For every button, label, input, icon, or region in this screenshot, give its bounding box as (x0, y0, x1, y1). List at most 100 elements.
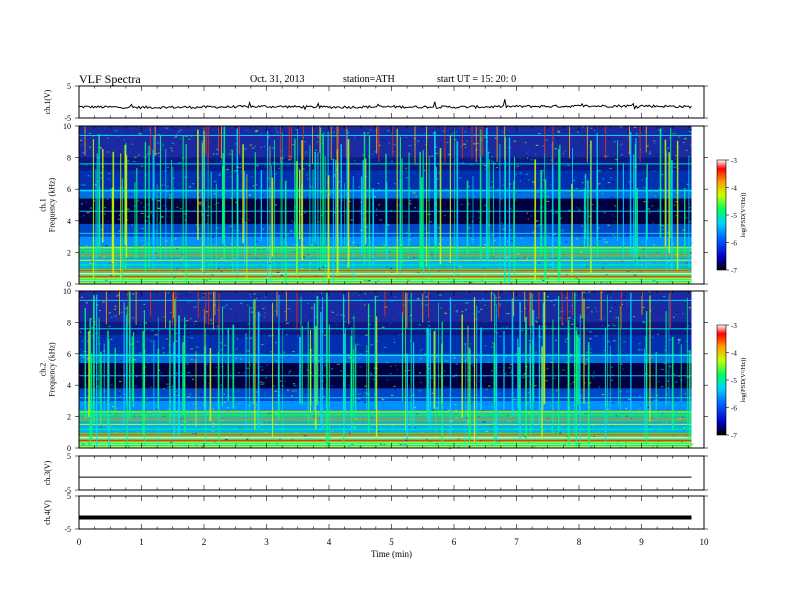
psd-speckle (291, 144, 295, 146)
psd-speckle (193, 306, 197, 308)
psd-speckle (272, 385, 276, 387)
psd-speckle (600, 281, 603, 283)
psd-speckle (522, 241, 525, 244)
psd-speckle (604, 403, 608, 406)
psd-speckle (311, 244, 314, 246)
psd-speckle (691, 242, 693, 244)
psd-speckle (652, 310, 655, 312)
psd-speckle (166, 265, 169, 268)
psd-speckle (443, 265, 446, 267)
psd-speckle (292, 258, 295, 260)
psd-speckle (418, 372, 422, 374)
psd-speckle (370, 157, 374, 159)
psd-speckle (140, 212, 144, 214)
psd-speckle (266, 364, 269, 366)
psd-speckle (331, 385, 334, 387)
psd-speckle (193, 270, 195, 272)
psd-speckle (595, 393, 598, 395)
psd-speckle (554, 243, 556, 245)
psd-speckle (235, 357, 238, 359)
psd-speckle (653, 400, 656, 402)
psd-speckle (473, 143, 476, 145)
psd-speckle (470, 311, 474, 313)
psd-speckle (276, 443, 278, 445)
psd-speckle (248, 219, 251, 222)
y-axis-label: ch.1 (39, 198, 48, 212)
psd-speckle (285, 282, 288, 284)
psd-speckle (353, 427, 357, 429)
psd-speckle (226, 230, 230, 232)
psd-speckle (195, 184, 199, 186)
psd-speckle (212, 425, 215, 428)
psd-speckle (222, 306, 226, 308)
psd-speckle (244, 194, 247, 196)
psd-speckle (306, 174, 308, 176)
psd-speckle (605, 186, 608, 188)
psd-speckle (485, 402, 488, 405)
psd-speckle (593, 435, 595, 438)
psd-speckle (611, 307, 613, 309)
psd-speckle (210, 322, 213, 325)
psd-speckle (249, 144, 252, 146)
psd-speckle (657, 262, 660, 264)
psd-speckle (175, 404, 179, 406)
psd-speckle (577, 131, 579, 133)
psd-speckle (216, 444, 218, 446)
psd-speckle (630, 418, 633, 420)
psd-speckle (304, 329, 307, 332)
psd-speckle (358, 294, 360, 296)
psd-speckle (161, 184, 164, 186)
psd-speckle (291, 220, 293, 222)
psd-speckle (428, 291, 430, 293)
psd-speckle (611, 402, 615, 404)
psd-speckle (592, 425, 594, 427)
psd-speckle (124, 372, 127, 374)
psd-speckle (367, 132, 370, 134)
psd-speckle (110, 338, 113, 340)
psd-speckle (355, 418, 358, 420)
psd-speckle (91, 326, 94, 328)
psd-speckle (672, 132, 674, 134)
psd-speckle (517, 258, 519, 260)
psd-speckle (314, 149, 318, 151)
psd-speckle (477, 217, 481, 219)
psd-speckle (653, 170, 655, 172)
psd-speckle (665, 421, 667, 424)
psd-speckle (134, 141, 137, 143)
psd-speckle (344, 238, 347, 240)
psd-speckle (370, 372, 372, 374)
psd-speckle (470, 343, 472, 345)
psd-speckle (338, 367, 340, 369)
psd-speckle (603, 238, 606, 241)
psd-speckle (393, 341, 396, 343)
psd-speckle (157, 164, 160, 166)
psd-speckle (674, 133, 677, 135)
psd-speckle (145, 138, 147, 140)
psd-speckle (297, 251, 301, 254)
psd-speckle (491, 178, 493, 180)
psd-speckle (577, 126, 579, 128)
psd-speckle (378, 144, 381, 146)
psd-speckle (185, 195, 189, 197)
psd-speckle (447, 435, 449, 437)
psd-speckle (411, 205, 414, 207)
psd-speckle (240, 222, 243, 224)
psd-speckle (113, 427, 115, 429)
psd-speckle (398, 334, 401, 336)
psd-speckle (136, 340, 139, 343)
psd-speckle (89, 182, 92, 185)
psd-speckle (169, 311, 172, 313)
psd-speckle (602, 335, 604, 337)
psd-speckle (613, 279, 616, 281)
psd-speckle (541, 206, 544, 208)
psd-speckle (190, 337, 194, 339)
psd-speckle (259, 422, 261, 424)
psd-speckle (376, 208, 378, 210)
psd-speckle (238, 335, 242, 337)
psd-speckle (485, 396, 488, 398)
psd-speckle (435, 435, 438, 437)
psd-speckle (521, 176, 523, 178)
psd-speckle (288, 372, 290, 374)
psd-speckle (172, 329, 175, 331)
freq-band (79, 170, 692, 190)
